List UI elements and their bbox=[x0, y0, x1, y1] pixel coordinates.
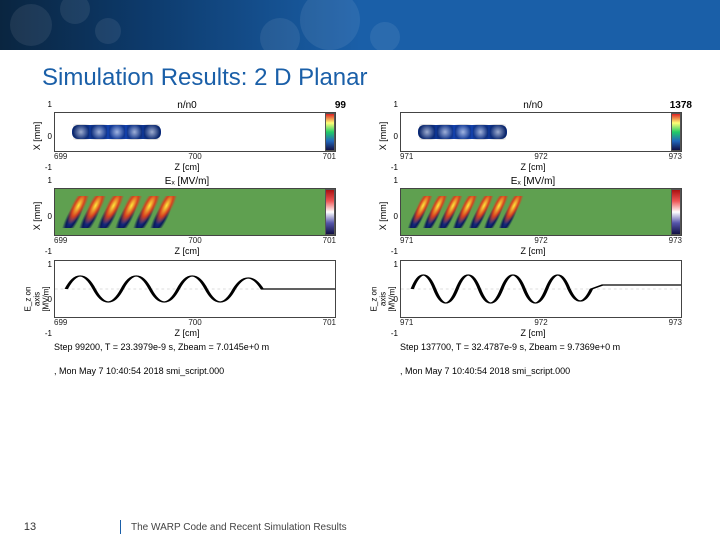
density-title: n/n0 bbox=[20, 100, 354, 111]
colorbar-icon bbox=[325, 113, 335, 151]
ex-xlabel: Z [cm] bbox=[366, 246, 700, 256]
ez-xticks: 699 700 701 bbox=[54, 318, 336, 327]
ex-xticks: 699 700 701 bbox=[54, 236, 336, 245]
density-plot-right: n/n0 1378 X [mm] 1 0 -1 971 972 973 Z [c… bbox=[366, 100, 700, 172]
density-canvas bbox=[400, 112, 682, 152]
ex-plot-right: Eₓ [MV/m] X [mm] 1 0 -1 971 972 973 Z [c… bbox=[366, 176, 700, 256]
ez-xlabel: Z [cm] bbox=[366, 328, 700, 338]
density-xticks: 699 700 701 bbox=[54, 152, 336, 161]
colorbar-icon bbox=[325, 189, 335, 235]
right-column: n/n0 1378 X [mm] 1 0 -1 971 972 973 Z [c… bbox=[366, 100, 700, 376]
page-number: 13 bbox=[0, 521, 60, 533]
step-info-left: Step 99200, T = 23.3979e-9 s, Zbeam = 7.… bbox=[54, 342, 354, 352]
density-xlabel: Z [cm] bbox=[20, 162, 354, 172]
ex-yticks: 1 0 -1 bbox=[386, 176, 398, 256]
step-info-right: Step 137700, T = 32.4787e-9 s, Zbeam = 9… bbox=[400, 342, 700, 352]
density-canvas bbox=[54, 112, 336, 152]
slide-banner bbox=[0, 0, 720, 50]
content-area: n/n0 99 X [mm] 1 0 -1 699 700 701 Z [cm]… bbox=[0, 92, 720, 376]
slide-footer: 13 The WARP Code and Recent Simulation R… bbox=[0, 514, 720, 540]
ez-xlabel: Z [cm] bbox=[20, 328, 354, 338]
ex-xticks: 971 972 973 bbox=[400, 236, 682, 245]
ez-plot-left: E_z on axis [MV/m] 1 0 -1 699 700 701 Z … bbox=[20, 260, 354, 338]
density-xlabel: Z [cm] bbox=[366, 162, 700, 172]
colorbar-icon bbox=[671, 189, 681, 235]
ex-plot-left: Eₓ [MV/m] X [mm] 1 0 -1 699 700 701 Z [c… bbox=[20, 176, 354, 256]
ex-xlabel: Z [cm] bbox=[20, 246, 354, 256]
ez-yticks: 1 0 -1 bbox=[386, 260, 398, 338]
ex-canvas bbox=[400, 188, 682, 236]
ex-title: Eₓ [MV/m] bbox=[366, 176, 700, 187]
ez-xticks: 971 972 973 bbox=[400, 318, 682, 327]
date-info-right: , Mon May 7 10:40:54 2018 smi_script.000 bbox=[400, 366, 700, 376]
colorbar-icon bbox=[671, 113, 681, 151]
left-column: n/n0 99 X [mm] 1 0 -1 699 700 701 Z [cm]… bbox=[20, 100, 354, 376]
density-title: n/n0 bbox=[366, 100, 700, 111]
density-yticks: 1 0 -1 bbox=[40, 100, 52, 172]
ez-plot-right: E_z on axis [MV/m] 1 0 -1 971 972 973 Z … bbox=[366, 260, 700, 338]
ex-yticks: 1 0 -1 bbox=[40, 176, 52, 256]
slide-title: Simulation Results: 2 D Planar bbox=[0, 50, 720, 92]
ex-title: Eₓ [MV/m] bbox=[20, 176, 354, 187]
ez-yticks: 1 0 -1 bbox=[40, 260, 52, 338]
ez-canvas bbox=[54, 260, 336, 318]
date-info-left: , Mon May 7 10:40:54 2018 smi_script.000 bbox=[54, 366, 354, 376]
step-header-left: 99 bbox=[335, 100, 346, 111]
density-yticks: 1 0 -1 bbox=[386, 100, 398, 172]
footer-text: The WARP Code and Recent Simulation Resu… bbox=[131, 522, 347, 533]
ex-canvas bbox=[54, 188, 336, 236]
footer-separator-icon bbox=[120, 520, 121, 534]
density-xticks: 971 972 973 bbox=[400, 152, 682, 161]
ez-canvas bbox=[400, 260, 682, 318]
step-header-right: 1378 bbox=[670, 100, 692, 111]
density-plot-left: n/n0 99 X [mm] 1 0 -1 699 700 701 Z [cm] bbox=[20, 100, 354, 172]
